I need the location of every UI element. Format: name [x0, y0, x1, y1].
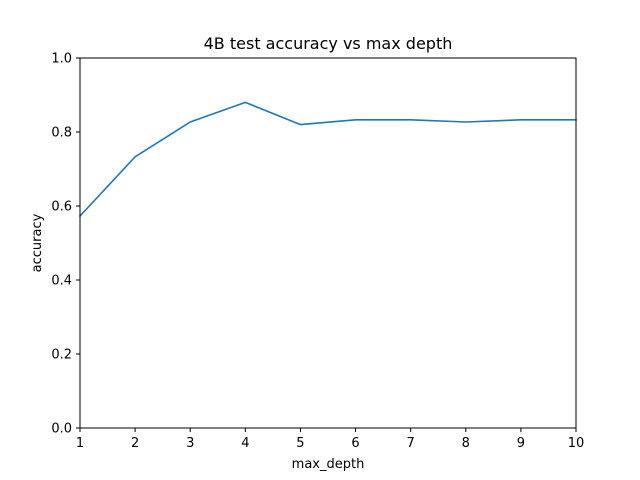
- x-tick-label: 2: [131, 436, 139, 451]
- chart-title: 4B test accuracy vs max depth: [204, 34, 453, 53]
- y-axis-label: accuracy: [30, 213, 45, 272]
- x-tick-label: 1: [76, 436, 84, 451]
- x-tick-label: 4: [241, 436, 249, 451]
- y-tick-label: 1.0: [51, 52, 72, 67]
- x-tick-label: 8: [462, 436, 470, 451]
- plot-background: [80, 58, 576, 428]
- y-tick-label: 0.6: [51, 200, 72, 215]
- series-layer: [78, 101, 577, 218]
- x-axis-label: max_depth: [292, 457, 365, 472]
- y-tick-label: 0.2: [51, 348, 72, 363]
- x-tick-label: 3: [186, 436, 194, 451]
- x-tick-label: 6: [351, 436, 359, 451]
- x-tick-label: 5: [296, 436, 304, 451]
- y-tick-label: 0.4: [51, 274, 72, 289]
- y-tick-label: 0.0: [51, 422, 72, 437]
- x-tick-label: 7: [407, 436, 415, 451]
- x-tick-label: 9: [517, 436, 525, 451]
- x-axis-ticks: 1 2 3 4 5 6 7 8 9 10: [76, 428, 584, 451]
- y-tick-label: 0.8: [51, 126, 72, 141]
- plot-frame: [79, 57, 577, 429]
- x-tick-label: 10: [568, 436, 585, 451]
- y-axis-ticks: 0.0 0.2 0.4 0.6 0.8 1.0: [51, 52, 80, 437]
- series-line: [78, 101, 577, 218]
